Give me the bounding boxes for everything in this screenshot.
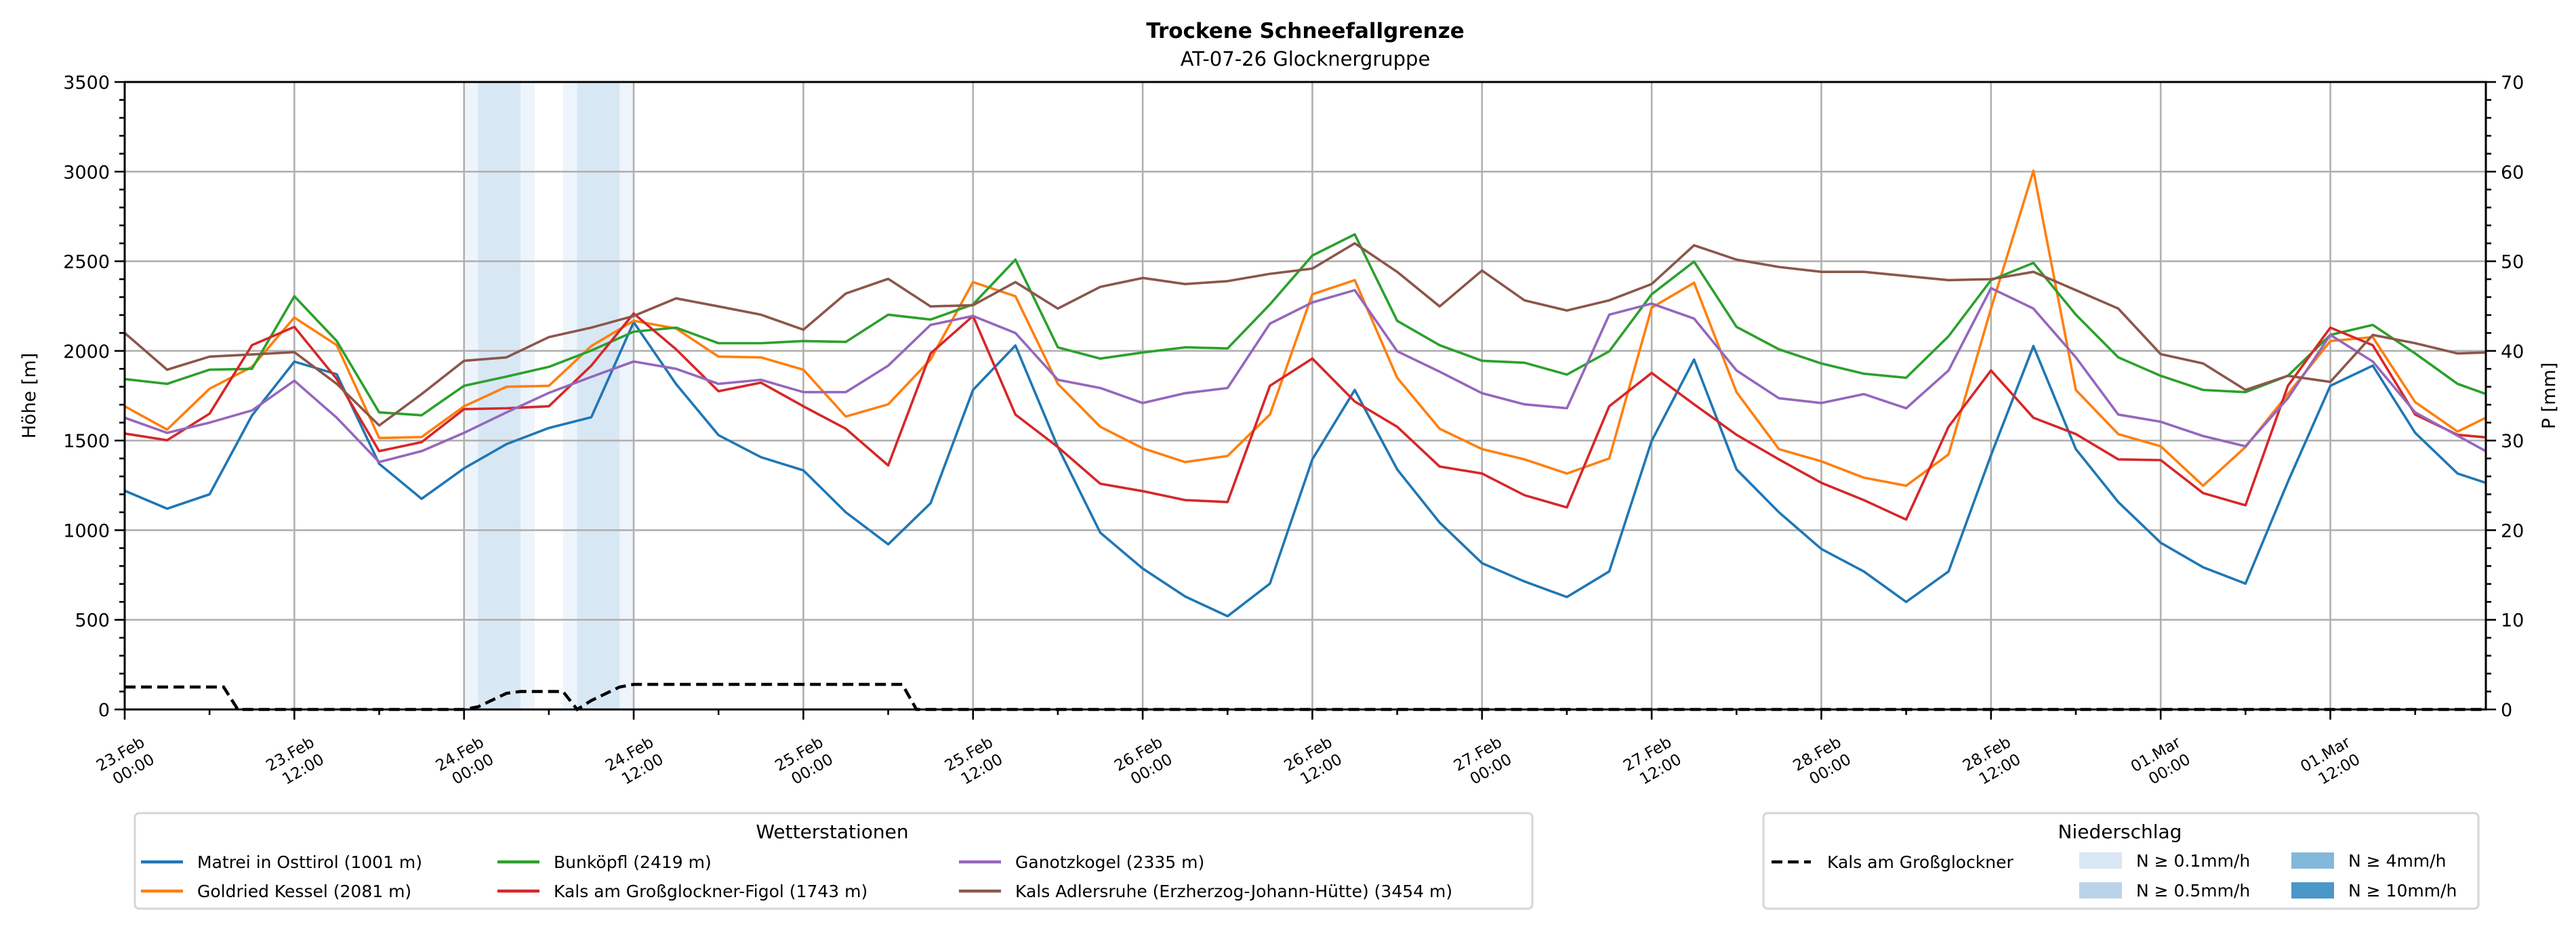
y-tick-label: 2500 — [63, 252, 110, 273]
y-tick-label: 1000 — [63, 520, 110, 541]
x-tick-label: 27.Feb00:00 — [1451, 734, 1515, 792]
legend-precip-line-label: Kals am Großglockner — [1827, 852, 2014, 872]
y-tick-label: 2000 — [63, 342, 110, 363]
x-tick-label: 26.Feb00:00 — [1111, 734, 1175, 792]
x-tick-label: 24.Feb12:00 — [602, 734, 666, 792]
precip-band — [577, 82, 620, 709]
x-tick-label: 23.Feb12:00 — [263, 734, 327, 792]
y2-tick-label: 40 — [2501, 342, 2524, 363]
y2-tick-label: 30 — [2501, 431, 2524, 452]
series-line-3 — [124, 312, 2487, 521]
legend-stations: Wetterstationen Matrei in Osttirol (1001… — [134, 812, 1534, 910]
series-line-5 — [123, 242, 2487, 427]
plot-area: 0 500 1000 1500 2000 2500 3000 3500 0 10 20 30 40 50 6… — [63, 73, 2524, 793]
x-tick-label: 27.Feb12:00 — [1620, 734, 1684, 792]
chart-title: Trockene Schneefallgrenze — [1146, 19, 1465, 43]
y-tick-label: 1500 — [63, 431, 110, 452]
legend-precip: Niederschlag Kals am Großglockner N ≥ 0.… — [1762, 812, 2480, 910]
y-tick-label: 3000 — [63, 162, 110, 183]
legend-label-series-2: Bunköpfl (2419 m) — [554, 852, 712, 872]
legend-precip-title: Niederschlag — [2058, 821, 2182, 843]
x-tick-label: 23.Feb00:00 — [94, 734, 157, 792]
y2-tick-label: 0 — [2501, 700, 2512, 721]
legend-label-series-3: Kals am Großglockner-Figol (1743 m) — [554, 882, 867, 901]
y2-axis-label: P [mm] — [2539, 363, 2560, 430]
legend-precip-label-0: N ≥ 0.1mm/h — [2136, 851, 2250, 871]
y-tick-label: 3500 — [63, 73, 110, 94]
y2-tick-label: 10 — [2501, 611, 2524, 632]
y-tick-label: 500 — [75, 611, 110, 632]
legend-precip-label-3: N ≥ 10mm/h — [2348, 881, 2457, 901]
legend-label-series-0: Matrei in Osttirol (1001 m) — [197, 852, 422, 872]
y-axis-label: Höhe [m] — [19, 353, 40, 439]
x-tick-label: 28.Feb12:00 — [1960, 734, 2024, 792]
y2-tick-label: 20 — [2501, 520, 2524, 541]
legend-label-series-4: Ganotzkogel (2335 m) — [1015, 852, 1204, 872]
y2-tick-label: 60 — [2501, 162, 2524, 183]
y2-tick-label: 50 — [2501, 252, 2524, 273]
series-line-0 — [124, 321, 2487, 618]
legend-precip-swatch-3 — [2291, 882, 2334, 899]
y2-tick-label: 70 — [2501, 73, 2524, 94]
series-line-1 — [124, 169, 2487, 487]
legend-precip-swatch-0 — [2079, 852, 2122, 869]
legend-stations-title: Wetterstationen — [756, 821, 908, 843]
axes-frame — [123, 81, 2487, 711]
x-tick-label: 24.Feb00:00 — [433, 734, 497, 792]
x-tick-label: 25.Feb12:00 — [942, 734, 1006, 792]
x-tick-label: 28.Feb00:00 — [1791, 734, 1854, 792]
x-tick-label: 25.Feb00:00 — [772, 734, 836, 792]
series-line-4 — [124, 287, 2487, 463]
chart-subtitle: AT-07-26 Glocknergruppe — [1181, 47, 1431, 70]
legend-precip-label-2: N ≥ 4mm/h — [2348, 851, 2446, 871]
legend-precip-label-1: N ≥ 0.5mm/h — [2136, 881, 2250, 901]
series-line-2 — [124, 233, 2487, 417]
x-tick-label: 01.Mar00:00 — [2128, 733, 2194, 793]
legend-label-series-1: Goldried Kessel (2081 m) — [197, 882, 411, 901]
x-tick-label: 01.Mar12:00 — [2297, 733, 2363, 793]
y-tick-label: 0 — [98, 700, 110, 721]
legend-label-series-5: Kals Adlersruhe (Erzherzog-Johann-Hütte)… — [1015, 882, 1452, 901]
x-tick-label: 26.Feb12:00 — [1281, 734, 1345, 792]
legend-stations-frame — [134, 812, 1534, 910]
legend-precip-swatch-2 — [2291, 852, 2334, 869]
legend-precip-swatch-1 — [2079, 882, 2122, 899]
